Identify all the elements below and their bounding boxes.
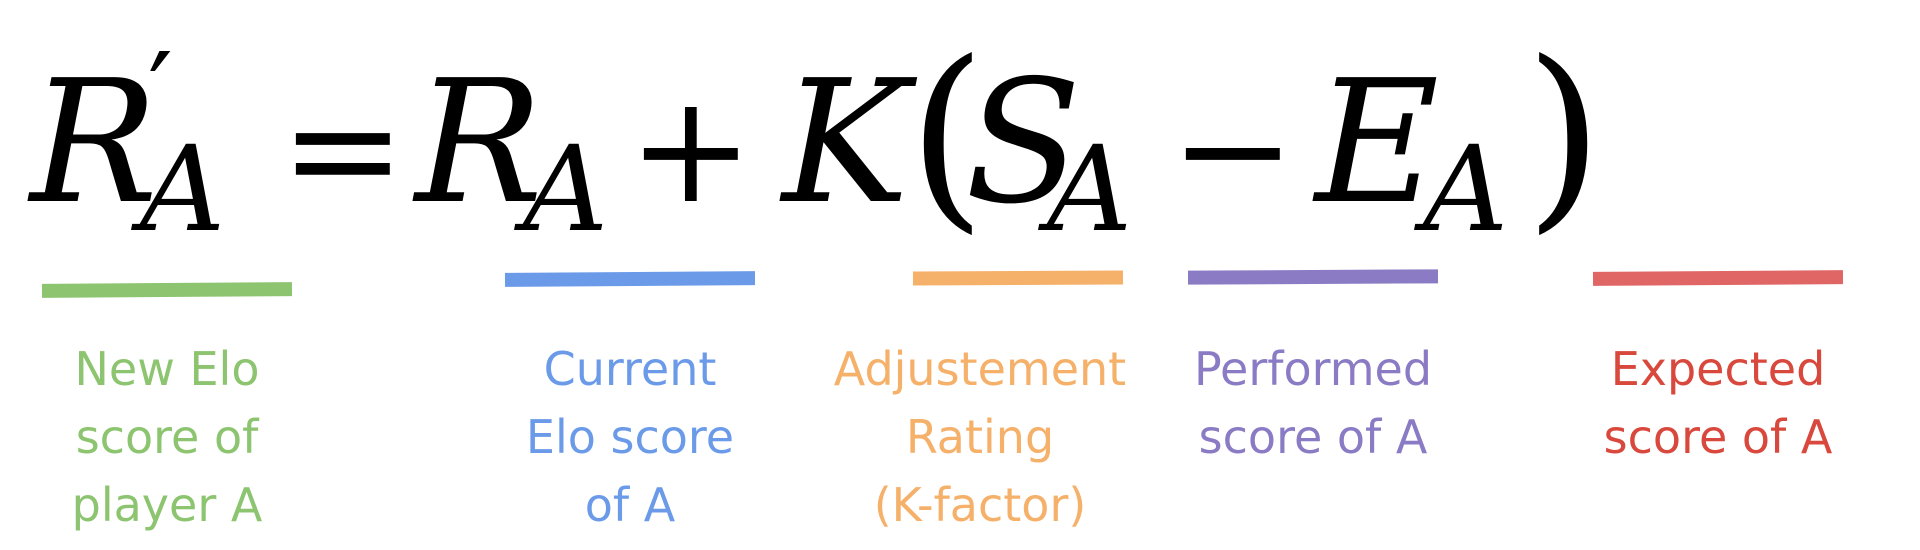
underline-new-rating xyxy=(41,282,293,298)
k-factor-symbol: K xyxy=(782,44,910,242)
expected-score-subscript: A xyxy=(1423,120,1509,258)
label-k-factor: Adjustement Rating (K-factor) xyxy=(833,342,1127,532)
current-rating-symbol: R xyxy=(415,44,543,242)
expected-score-symbol: E xyxy=(1315,44,1440,242)
underline-performed-score xyxy=(1187,269,1439,285)
label-expected-score: Expected score of A xyxy=(1603,342,1833,464)
performed-score-symbol: S xyxy=(965,44,1082,242)
new-rating-symbol: R xyxy=(30,44,158,242)
underline-expected-score xyxy=(1592,270,1844,286)
underline-k-factor xyxy=(912,270,1124,286)
new-rating-subscript: A xyxy=(140,120,226,258)
equals-sign: = xyxy=(280,63,406,237)
close-parenthesis: ) xyxy=(1525,19,1604,252)
open-parenthesis: ( xyxy=(908,19,987,252)
label-current-rating: Current Elo score of A xyxy=(525,342,735,532)
label-new-rating: New Elo score of player A xyxy=(71,342,263,532)
elo-formula: R ′ A = R A + K ( S A − E A ) xyxy=(30,20,1910,250)
minus-sign: − xyxy=(1170,63,1296,237)
current-rating-subscript: A xyxy=(523,120,609,258)
underline-current-rating xyxy=(504,271,756,287)
label-performed-score: Performed score of A xyxy=(1193,342,1433,464)
prime-mark: ′ xyxy=(148,29,173,157)
performed-score-subscript: A xyxy=(1047,120,1133,258)
plus-sign: + xyxy=(628,63,754,237)
